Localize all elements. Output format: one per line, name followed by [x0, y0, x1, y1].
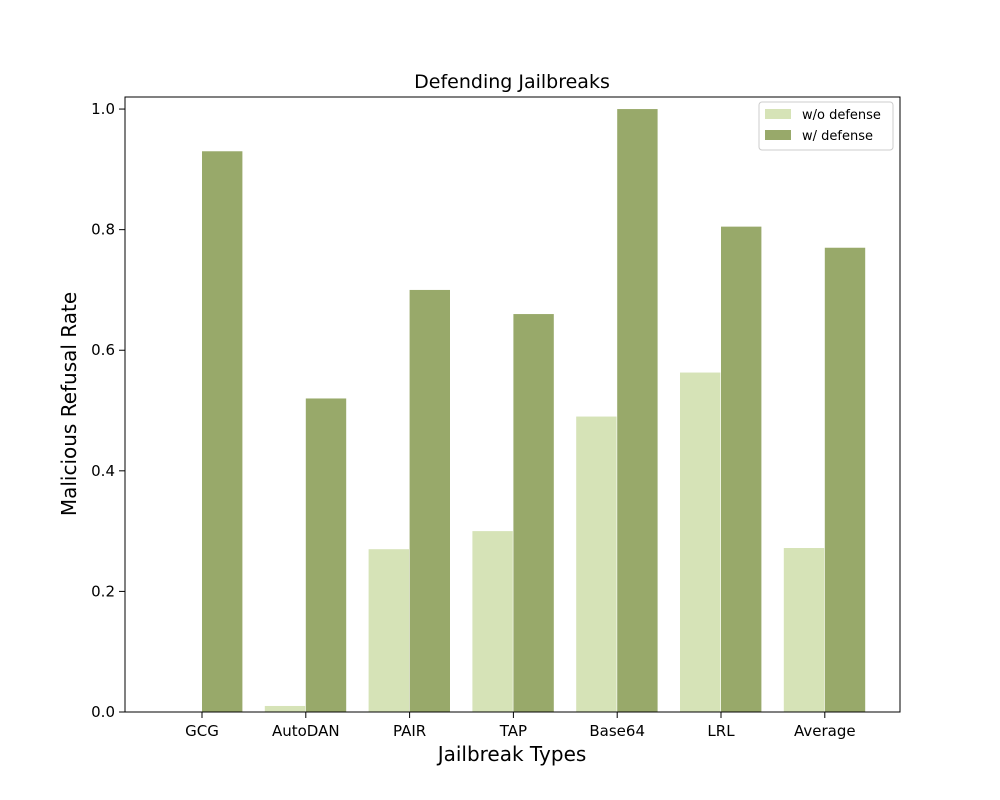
x-tick-label: AutoDAN — [272, 722, 340, 740]
bar-with-defense-autodan — [305, 398, 347, 712]
bar-without-defense-average — [783, 548, 825, 712]
bar-with-defense-lrl — [721, 226, 762, 712]
bar-with-defense-pair — [409, 289, 450, 712]
x-tick-label: Base64 — [589, 722, 645, 740]
legend-frame — [758, 101, 894, 151]
x-tick-label: LRL — [707, 722, 735, 740]
x-axis-label: Jailbreak Types — [436, 742, 587, 766]
y-tick-label: 0.2 — [91, 582, 115, 600]
y-axis: 0.0 0.2 0.4 0.6 0.8 1.0 — [91, 100, 125, 721]
y-axis-label: Malicious Refusal Rate — [57, 292, 81, 516]
x-tick-label: Average — [794, 722, 856, 740]
bar-with-defense-gcg — [202, 151, 243, 712]
legend-label: w/ defense — [802, 129, 873, 144]
x-tick-label: PAIR — [393, 722, 426, 740]
bars-group — [202, 109, 866, 712]
bar-with-defense-tap — [513, 314, 554, 712]
bar-with-defense-base64 — [617, 109, 658, 712]
bar-without-defense-autodan — [264, 705, 306, 712]
bar-without-defense-lrl — [680, 372, 721, 712]
x-tick-label: GCG — [185, 722, 219, 740]
bar-without-defense-tap — [472, 531, 513, 712]
y-tick-label: 0.4 — [91, 462, 115, 480]
y-tick-label: 0.0 — [91, 703, 115, 721]
y-tick-label: 1.0 — [91, 100, 115, 118]
bar-with-defense-average — [824, 247, 866, 712]
y-tick-label: 0.8 — [91, 221, 115, 239]
legend-swatch — [765, 109, 791, 119]
legend-swatch — [765, 130, 791, 140]
x-tick-label: TAP — [499, 722, 527, 740]
chart-title: Defending Jailbreaks — [414, 71, 610, 93]
x-axis: GCG AutoDAN PAIR TAP Base64 LRL Average — [185, 712, 856, 740]
y-tick-label: 0.6 — [91, 341, 115, 359]
bar-without-defense-base64 — [576, 416, 617, 712]
bar-without-defense-pair — [368, 549, 409, 712]
legend-label: w/o defense — [802, 108, 881, 123]
plot-area-frame — [124, 96, 901, 713]
legend: w/o defense w/ defense — [758, 101, 894, 151]
